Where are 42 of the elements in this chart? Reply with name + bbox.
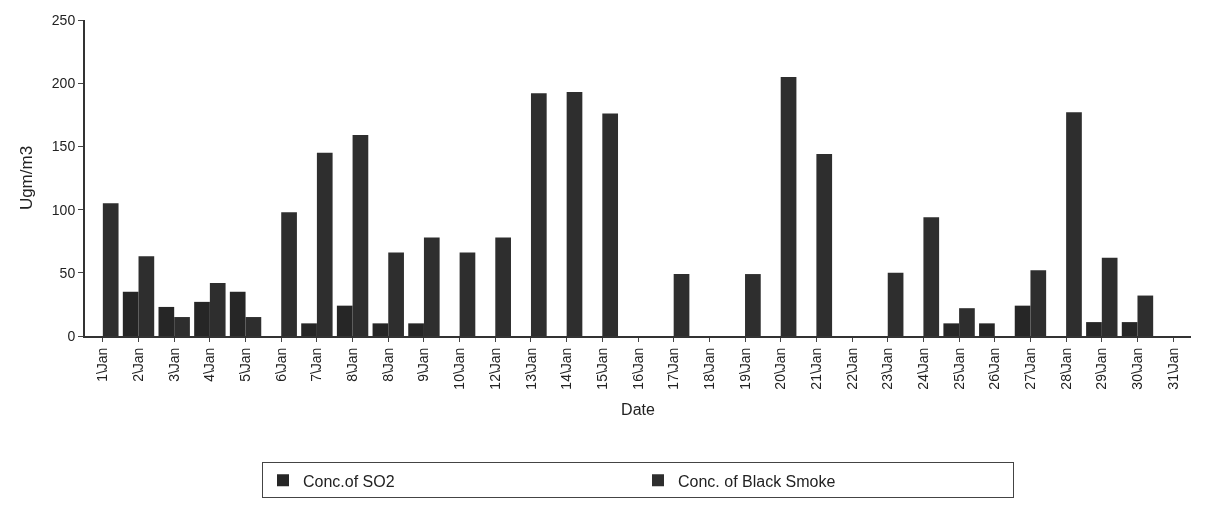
x-tick-label: 30\Jan — [1129, 347, 1146, 390]
legend-label: Conc. of Black Smoke — [678, 472, 836, 490]
x-tick-label: 31\Jan — [1164, 347, 1181, 390]
x-tick-label: 3\Jan — [165, 347, 182, 382]
x-tick-label: 25\Jan — [950, 347, 967, 390]
x-tick-label: 7\Jan — [308, 347, 325, 382]
x-tick-label: 10\Jan — [451, 347, 468, 390]
y-axis-title: Ugm/m3 — [16, 145, 36, 211]
x-tick-label: 17\Jan — [665, 347, 682, 390]
x-tick-label: 13\Jan — [522, 347, 539, 390]
bar — [979, 323, 995, 336]
x-tick-label: 22\Jan — [843, 347, 860, 390]
x-tick-label: 19\Jan — [736, 347, 753, 390]
x-tick-label: 27\Jan — [1022, 347, 1038, 390]
legend-label: Conc.of SO2 — [303, 472, 395, 490]
x-tick-label: 1\Jan — [94, 347, 111, 382]
x-tick-label: 14\Jan — [558, 347, 575, 390]
y-tick-label: 200 — [51, 75, 76, 92]
x-tick-label: 8\Jan — [344, 347, 361, 382]
x-tick-label: 2\Jan — [130, 347, 147, 382]
y-tick-label: 0 — [67, 327, 76, 344]
x-tick-label: 8\Jan — [379, 347, 396, 382]
x-tick-label: 15\Jan — [593, 347, 610, 390]
x-axis-title: Date — [621, 400, 655, 418]
x-tick-label: 4\Jan — [201, 347, 218, 382]
x-tick-label: 24\Jan — [914, 347, 931, 390]
y-tick-label: 150 — [51, 138, 76, 155]
x-tick-label: 23\Jan — [879, 347, 896, 390]
x-tick-label: 20\Jan — [772, 347, 789, 390]
x-tick-label: 28\Jan — [1057, 347, 1074, 390]
y-tick-label: 250 — [51, 11, 76, 28]
y-tick-label: 100 — [51, 201, 76, 218]
y-tick-label: 50 — [59, 264, 76, 281]
x-tick-label: 16\Jan — [629, 347, 646, 390]
x-tick-label: 29\Jan — [1093, 347, 1110, 390]
x-tick-label: 6\Jan — [272, 347, 289, 382]
x-tick-label: 18\Jan — [700, 347, 717, 390]
x-tick-label: 12\Jan — [486, 347, 503, 390]
x-tick-label: 5\Jan — [237, 347, 254, 382]
x-tick-label: 9\Jan — [415, 347, 432, 382]
x-tick-label: 26\Jan — [986, 347, 1003, 390]
x-tick-label: 21\Jan — [807, 347, 824, 390]
